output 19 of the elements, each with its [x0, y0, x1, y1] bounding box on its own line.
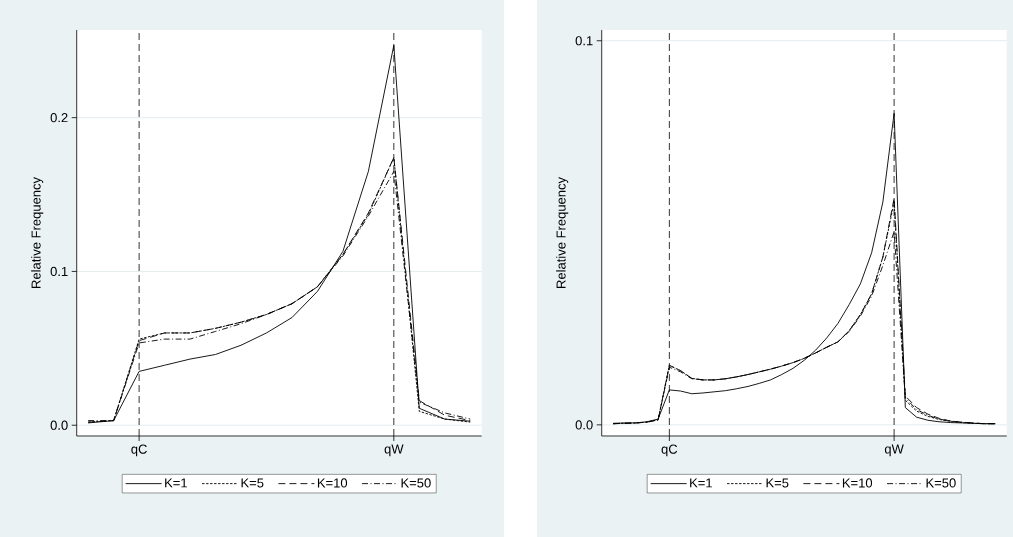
legend-label: K=10: [317, 478, 348, 488]
legend-label: K=50: [926, 478, 956, 488]
legend-label: K=10: [842, 478, 873, 488]
legend-label: K=1: [690, 478, 712, 488]
x-tick-label: qC: [661, 444, 678, 457]
y-axis-title: Relative Frequency: [31, 177, 44, 288]
y-tick-label: 0.0: [575, 420, 593, 430]
y-axis-title: Relative Frequency: [556, 177, 569, 288]
legend-label: K=1: [165, 478, 187, 488]
x-tick-label: qW: [884, 444, 904, 457]
x-tick-label: qW: [384, 444, 404, 457]
legend-label: K=50: [401, 478, 431, 488]
y-tick-label: 0.1: [575, 36, 593, 46]
y-tick-label: 0.2: [50, 113, 68, 123]
x-tick-label: qC: [131, 444, 147, 457]
legend-label: K=5: [241, 478, 264, 488]
legend-label: K=5: [766, 478, 789, 488]
y-tick-label: 0.0: [50, 420, 68, 430]
y-tick-label: 0.1: [50, 266, 68, 277]
